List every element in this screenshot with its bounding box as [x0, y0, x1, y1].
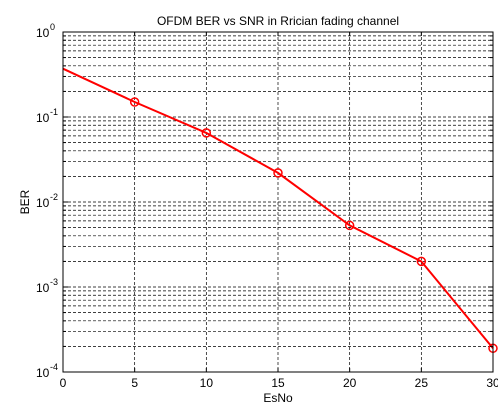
chart-title: OFDM BER vs SNR in Rrician fading channe…	[157, 14, 399, 28]
x-tick-label: 20	[343, 376, 357, 390]
x-tick-label: 30	[486, 376, 498, 390]
data-point-marker	[416, 256, 427, 267]
grid	[63, 32, 493, 372]
y-tick-label-base: 10	[36, 196, 50, 210]
y-tick-label-exponent: -3	[50, 277, 58, 287]
x-tick-label: 15	[271, 376, 285, 390]
y-tick-label: 10 0	[36, 22, 55, 40]
x-tick-label: 25	[415, 376, 429, 390]
y-tick-label-exponent: 0	[50, 22, 55, 32]
y-tick-label: 10 -4	[36, 362, 58, 380]
y-tick-label-base: 10	[36, 26, 50, 40]
y-tick-label-base: 10	[36, 111, 50, 125]
y-tick-label: 10 -1	[36, 107, 58, 125]
y-tick-label-base: 10	[36, 366, 50, 380]
x-tick-labels: 0 5 10 15 20 25 30	[60, 376, 498, 390]
y-tick-label-base: 10	[36, 281, 50, 295]
x-tick-label: 5	[131, 376, 138, 390]
data-point-marker	[273, 168, 283, 178]
y-tick-label-exponent: -1	[50, 107, 58, 117]
x-axis-label: EsNo	[263, 391, 293, 403]
data-point-marker	[201, 128, 212, 138]
y-tick-label: 10 -2	[36, 192, 58, 210]
y-tick-label-exponent: -2	[50, 192, 58, 202]
y-tick-label: 10 -3	[36, 277, 58, 295]
tick-marks	[62, 32, 494, 373]
x-tick-label: 0	[60, 376, 67, 390]
y-axis-label: BER	[18, 189, 32, 214]
data-point-marker	[129, 97, 140, 107]
series-layer	[62, 67, 498, 354]
x-tick-label: 10	[200, 376, 214, 390]
series-line	[62, 67, 494, 349]
data-point-marker	[344, 220, 355, 231]
y-tick-label-exponent: -4	[50, 362, 58, 372]
